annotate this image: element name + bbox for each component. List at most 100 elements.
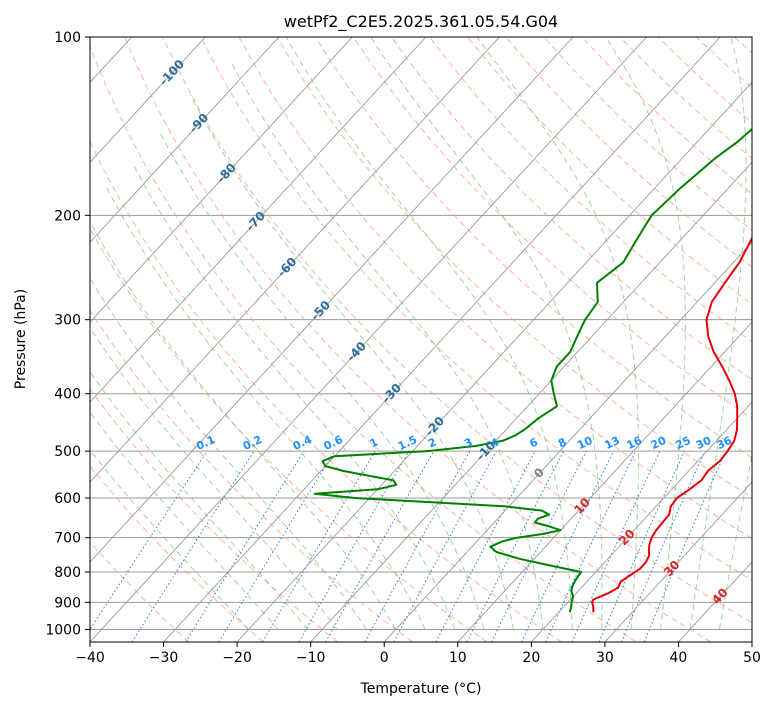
mixing-ratio-line bbox=[393, 450, 497, 642]
y-tick-label: 1000 bbox=[45, 622, 81, 638]
mixing-ratio-line bbox=[643, 450, 727, 642]
dry-adiabat-line bbox=[200, 37, 752, 581]
dry-adiabat-line bbox=[314, 37, 752, 459]
mixing-ratio-line bbox=[491, 450, 587, 642]
mixing-ratio-line bbox=[545, 450, 637, 642]
dry-adiabat-line bbox=[467, 37, 752, 305]
temperature-profile-line bbox=[591, 236, 752, 613]
x-tick-label: 0 bbox=[380, 650, 389, 666]
pressure-gridlines bbox=[90, 37, 752, 630]
x-tick-label: −10 bbox=[296, 650, 326, 666]
moist-adiabat-line bbox=[90, 411, 279, 630]
y-tick-label: 100 bbox=[54, 30, 81, 46]
moist-adiabat-line bbox=[370, 37, 603, 630]
dry-adiabat-line bbox=[657, 37, 752, 124]
x-tick-label: 20 bbox=[522, 650, 540, 666]
isotherm-line bbox=[90, 37, 500, 483]
dry-adiabats bbox=[90, 37, 752, 642]
dewpoint-profile-line bbox=[313, 127, 752, 613]
dry-adiabat-line bbox=[124, 37, 712, 642]
moist-adiabat-line bbox=[90, 448, 250, 630]
dry-adiabat-line bbox=[429, 37, 752, 343]
y-tick-label: 400 bbox=[54, 387, 81, 403]
dry-adiabat-line bbox=[90, 541, 190, 642]
chart-title: wetPf2_C2E5.2025.361.05.54.G04 bbox=[284, 12, 558, 32]
mixing-ratio-label: 30 bbox=[694, 434, 714, 452]
y-axis-label: Pressure (hPa) bbox=[13, 289, 29, 389]
mixing-ratio-labels: 0.1 0.2 0.4 0.6 1 1.5 2 3 4 6 8 10 13 16 20 25 30 36 bbox=[194, 433, 734, 453]
moist-adiabat-line bbox=[133, 165, 456, 630]
dry-adiabat-line bbox=[90, 44, 637, 642]
isotherm-line bbox=[457, 321, 752, 642]
moist-adiabat-line bbox=[689, 37, 747, 630]
mixing-ratio-label: 2 bbox=[426, 435, 438, 450]
mixing-ratio-label: 1.5 bbox=[396, 433, 419, 453]
mixing-ratio-line bbox=[90, 450, 208, 631]
dry-adiabat-line bbox=[90, 227, 488, 642]
mixing-ratio-label: 36 bbox=[715, 434, 735, 452]
moist-adiabat-line bbox=[159, 132, 485, 630]
x-tick-label: −40 bbox=[75, 650, 105, 666]
moist-adiabat-line bbox=[718, 452, 752, 630]
mixing-ratio-lines bbox=[90, 450, 727, 642]
x-axis-label: Temperature (°C) bbox=[360, 681, 482, 697]
mixing-ratio-label: 25 bbox=[673, 434, 692, 452]
y-tick-label: 500 bbox=[54, 444, 81, 460]
mixing-ratio-label: 16 bbox=[625, 434, 645, 452]
isotherm-line bbox=[531, 401, 752, 642]
isotherm-lines bbox=[90, 37, 752, 642]
isotherm-line bbox=[678, 561, 752, 642]
isotherm-line bbox=[383, 241, 752, 642]
dry-adiabat-line bbox=[238, 37, 752, 540]
mixing-ratio-label: 1 bbox=[368, 435, 380, 450]
dry-adiabat-line bbox=[733, 37, 752, 54]
dry-adiabat-line bbox=[352, 37, 752, 419]
isotherm-line bbox=[90, 37, 647, 642]
y-tick-label: 900 bbox=[54, 595, 81, 611]
mixing-ratio-label: 10 bbox=[575, 434, 595, 452]
dry-adiabat-line bbox=[162, 37, 752, 624]
dry-adiabat-line bbox=[581, 37, 752, 195]
dry-adiabat-line bbox=[276, 37, 752, 499]
isotherm-line bbox=[236, 81, 752, 642]
dry-adiabat-line bbox=[90, 140, 562, 642]
moist-adiabat-line bbox=[90, 220, 397, 630]
y-tick-label: 200 bbox=[54, 208, 81, 224]
mixing-ratio-line bbox=[364, 450, 471, 642]
dry-adiabat-line bbox=[390, 37, 752, 381]
x-tick-label: 40 bbox=[670, 650, 688, 666]
sounding-series bbox=[313, 127, 752, 613]
dry-adiabat-line bbox=[90, 388, 339, 642]
mixing-ratio-label: 8 bbox=[556, 435, 568, 450]
moist-adiabat-line bbox=[90, 277, 367, 630]
dry-adiabat-line bbox=[543, 37, 752, 231]
dry-adiabat-line bbox=[90, 465, 264, 642]
x-tick-label: 50 bbox=[743, 650, 761, 666]
isotherm-line bbox=[90, 37, 206, 163]
y-tick-label: 700 bbox=[54, 531, 81, 547]
moist-adiabat-line bbox=[285, 37, 573, 630]
isotherm-line bbox=[90, 37, 280, 243]
isotherm-line bbox=[310, 161, 752, 642]
mixing-ratio-line bbox=[185, 450, 305, 642]
x-tick-label: −20 bbox=[222, 650, 252, 666]
mixing-ratio-line bbox=[262, 450, 376, 642]
x-axis: −40 −30 −20 −10 0 10 20 30 40 50 bbox=[75, 642, 761, 666]
y-tick-label: 300 bbox=[54, 313, 81, 329]
moist-adiabats bbox=[90, 37, 752, 630]
mixing-ratio-line bbox=[621, 450, 706, 642]
mixing-ratio-label: 20 bbox=[649, 434, 669, 452]
moist-adiabat-line bbox=[90, 326, 338, 630]
x-tick-label: 10 bbox=[449, 650, 467, 666]
mixing-ratio-line bbox=[521, 450, 615, 642]
mixing-ratio-line bbox=[325, 450, 435, 642]
y-tick-label: 800 bbox=[54, 565, 81, 581]
mixing-ratio-line bbox=[218, 450, 336, 642]
moist-adiabat-line bbox=[230, 61, 544, 630]
mixing-ratio-label: 0.2 bbox=[241, 433, 264, 453]
mixing-ratio-label: 6 bbox=[528, 435, 541, 450]
mixing-ratio-line bbox=[571, 450, 661, 642]
moist-adiabat-line bbox=[605, 37, 686, 630]
plot-frame bbox=[89, 36, 753, 643]
